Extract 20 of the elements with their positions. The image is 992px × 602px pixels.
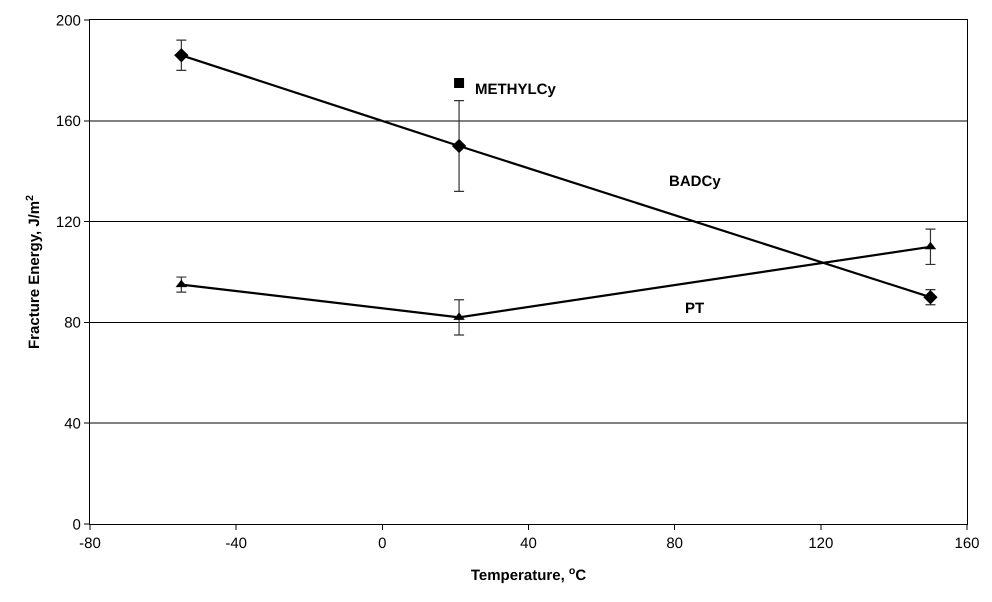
point xyxy=(452,138,466,154)
point xyxy=(174,48,188,62)
point xyxy=(454,78,464,88)
x-tick-label: 80 xyxy=(666,535,684,552)
x-tick-label: 40 xyxy=(520,535,537,552)
x-tick-label: 0 xyxy=(378,535,386,552)
x-tick-label: 160 xyxy=(954,535,980,552)
y-tick-label: 200 xyxy=(56,12,81,30)
x-tick-label: -40 xyxy=(225,535,248,552)
y-tick-label: 80 xyxy=(64,314,81,332)
series-label: BADCy xyxy=(669,173,722,190)
x-tick-label: 120 xyxy=(808,535,834,552)
series-label: PT xyxy=(685,300,704,317)
series-label: METHYLCy xyxy=(475,81,556,98)
y-tick-label: 120 xyxy=(56,214,81,231)
x-axis-title: Temperature, $^{o}$C xyxy=(470,564,586,584)
y-tick-label: 40 xyxy=(64,415,81,432)
y-tick-label: 0 xyxy=(72,516,81,534)
x-tick-label: -80 xyxy=(79,535,101,552)
y-tick-label: 160 xyxy=(56,113,81,130)
